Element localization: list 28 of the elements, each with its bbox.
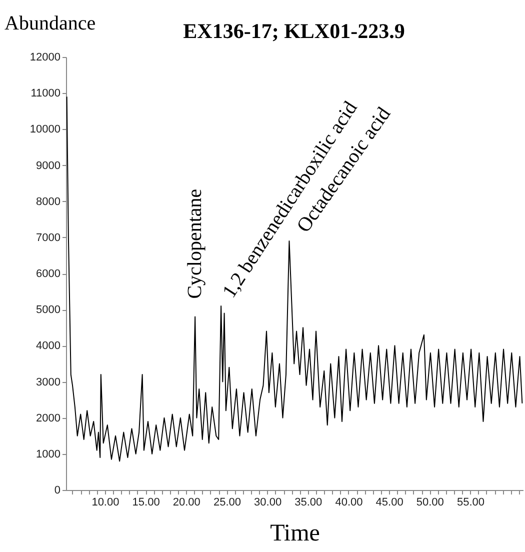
y-tick-label: 7000 (36, 232, 60, 244)
y-tick-label: 6000 (36, 268, 60, 280)
x-tick-label: 50.00 (416, 496, 444, 508)
y-tick-label: 8000 (36, 196, 60, 208)
y-tick-label: 10000 (30, 124, 60, 136)
x-tick-label: 40.00 (335, 496, 363, 508)
y-tick-label: 1000 (36, 448, 60, 460)
x-tick-label: 15.00 (132, 496, 160, 508)
x-tick-label: 10.00 (92, 496, 120, 508)
line-series (66, 96, 523, 462)
y-tick-label: 12000 (30, 52, 60, 64)
y-tick-label: 2000 (36, 412, 60, 424)
y-tick-label: 11000 (30, 88, 60, 100)
y-axis-title: Abundance (4, 12, 96, 34)
x-axis-title: Time (270, 520, 320, 546)
x-tick-label: 55.00 (456, 496, 485, 508)
y-tick-label: 0 (54, 484, 60, 496)
y-tick-label: 5000 (36, 304, 60, 316)
y-tick-label: 4000 (36, 340, 60, 352)
x-tick-label: 25.00 (213, 496, 241, 508)
y-tick-label: 3000 (36, 376, 60, 388)
chart-title: EX136-17; KLX01-223.9 (183, 19, 405, 43)
y-tick-label: 9000 (36, 160, 60, 172)
annotation: Cyclopentane (184, 188, 206, 299)
x-tick-label: 35.00 (294, 496, 322, 508)
x-tick-label: 30.00 (254, 496, 282, 508)
x-tick-label: 20.00 (172, 496, 200, 508)
x-tick-label: 45.00 (376, 496, 404, 508)
